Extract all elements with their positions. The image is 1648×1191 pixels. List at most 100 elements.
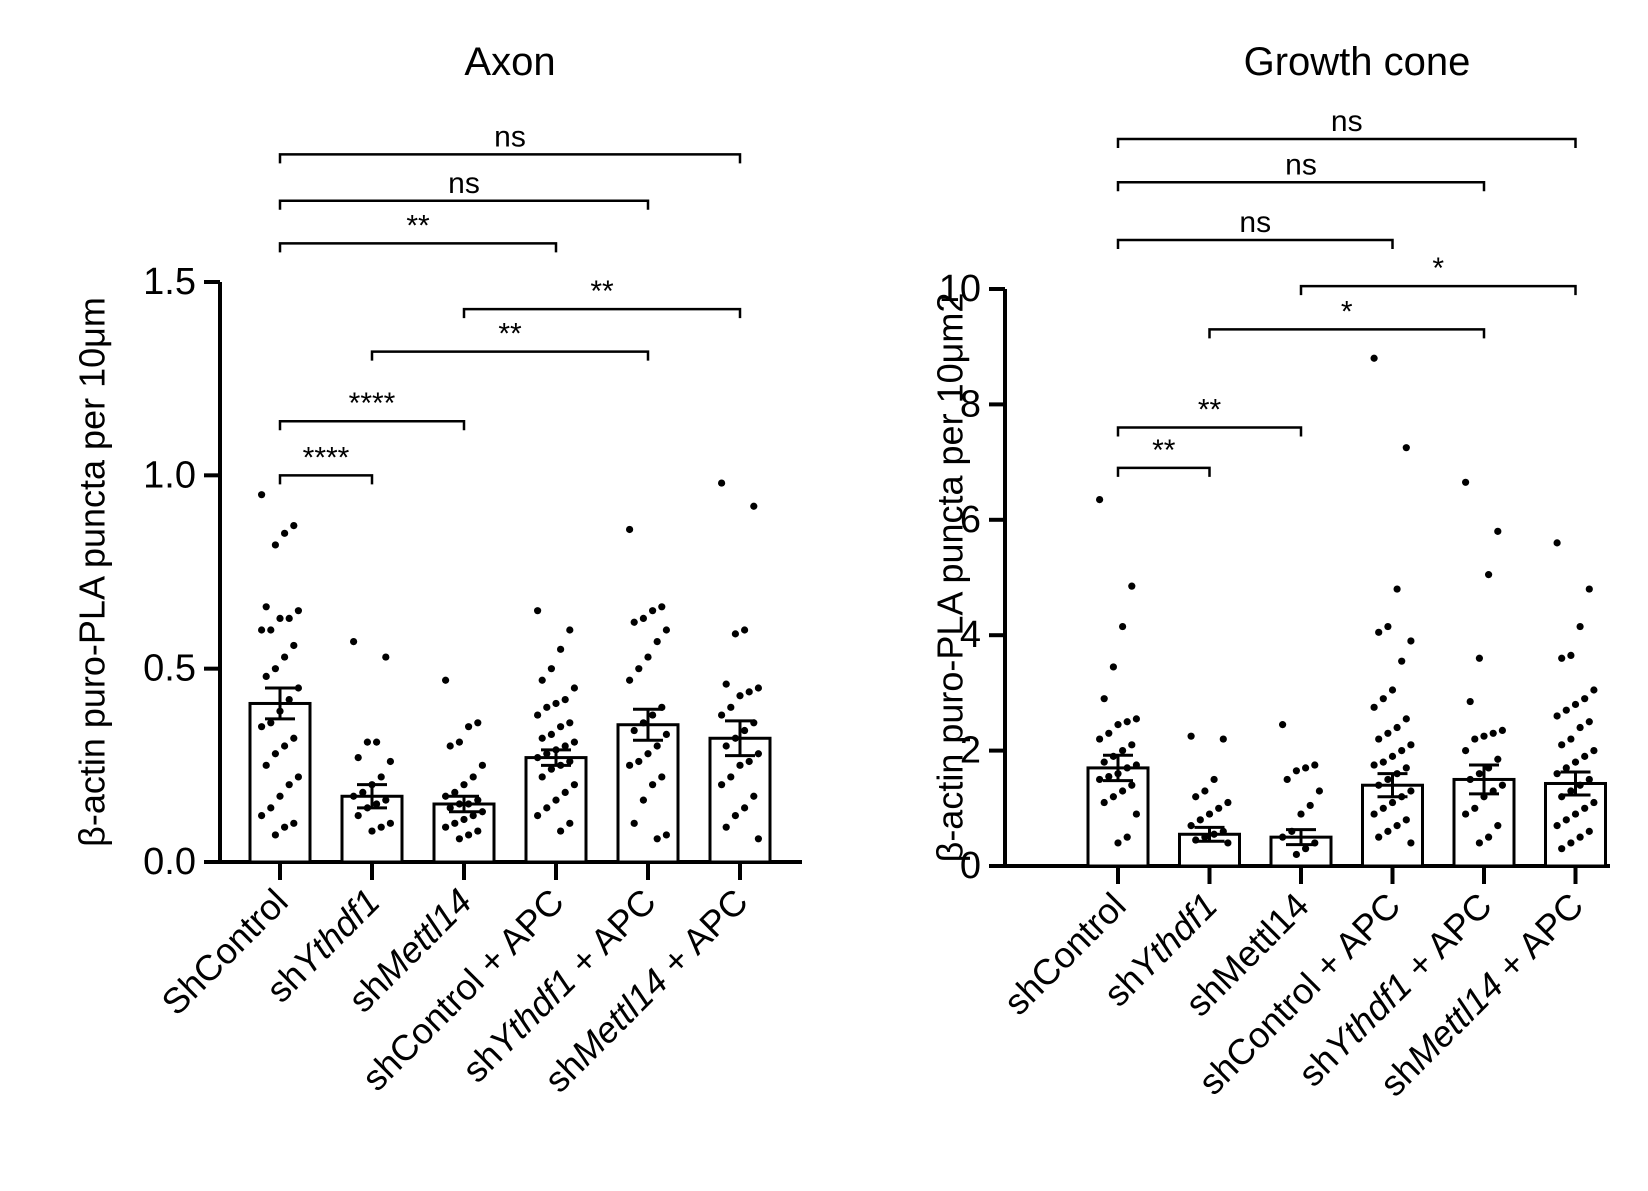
data-point bbox=[1119, 622, 1127, 631]
data-point bbox=[1292, 850, 1300, 859]
data-point bbox=[1109, 663, 1117, 671]
significance-bracket bbox=[1116, 181, 1486, 192]
data-point bbox=[382, 796, 390, 804]
data-point bbox=[570, 684, 579, 692]
data-point bbox=[662, 626, 671, 634]
data-point bbox=[566, 757, 574, 766]
data-point bbox=[1553, 822, 1561, 830]
data-point bbox=[754, 684, 763, 692]
data-point bbox=[534, 607, 542, 615]
data-point bbox=[285, 696, 293, 704]
data-point bbox=[1201, 833, 1209, 841]
data-point bbox=[1567, 787, 1575, 795]
data-point bbox=[1462, 747, 1470, 755]
data-point bbox=[722, 823, 730, 831]
bar bbox=[616, 723, 680, 864]
x-tick-label-part: + APC bbox=[647, 881, 756, 990]
data-point bbox=[653, 742, 661, 750]
data-point bbox=[294, 684, 302, 692]
chart-0: Axon β-actin puro-PLA puncta per 10μm 0.0 0… bbox=[72, 40, 802, 1100]
y-tick-label: 4 bbox=[960, 614, 981, 656]
data-point bbox=[1398, 747, 1406, 755]
data-point bbox=[534, 711, 542, 719]
data-point bbox=[557, 645, 565, 653]
data-point bbox=[1567, 839, 1575, 847]
data-point bbox=[377, 773, 385, 781]
data-point bbox=[1215, 804, 1223, 812]
data-point bbox=[354, 754, 362, 762]
data-point bbox=[1219, 735, 1227, 743]
data-point bbox=[1384, 827, 1392, 835]
data-point bbox=[1123, 718, 1131, 726]
y-axis-label: β-actin puro-PLA puncta per 10μm bbox=[72, 297, 113, 847]
data-point bbox=[1114, 839, 1122, 847]
data-point bbox=[1302, 764, 1310, 772]
data-point bbox=[1581, 752, 1589, 760]
data-point bbox=[718, 479, 726, 487]
data-point bbox=[538, 734, 546, 742]
data-point bbox=[359, 788, 367, 797]
significance-bracket bbox=[1299, 284, 1577, 296]
data-point bbox=[543, 804, 551, 812]
data-point bbox=[1210, 775, 1218, 784]
data-point bbox=[745, 688, 753, 696]
data-point bbox=[1567, 651, 1575, 659]
significance-label: ** bbox=[498, 318, 522, 351]
data-point bbox=[290, 641, 298, 650]
data-point bbox=[662, 730, 671, 739]
data-point bbox=[653, 835, 661, 843]
data-point bbox=[570, 781, 579, 789]
significance-bracket bbox=[1116, 426, 1303, 437]
data-point bbox=[736, 761, 744, 769]
data-point bbox=[1201, 787, 1209, 795]
significance-label: * bbox=[1341, 295, 1353, 328]
data-point bbox=[1402, 816, 1410, 824]
data-point bbox=[649, 711, 657, 719]
significance-bracket bbox=[1116, 466, 1211, 477]
data-point bbox=[538, 773, 546, 781]
data-point bbox=[455, 738, 463, 746]
chart-title: Growth cone bbox=[1244, 40, 1471, 84]
data-point bbox=[718, 781, 726, 789]
data-point bbox=[1187, 732, 1195, 740]
data-point bbox=[1402, 715, 1410, 723]
data-point bbox=[276, 614, 284, 623]
data-point bbox=[1375, 628, 1383, 636]
data-point bbox=[566, 819, 574, 827]
data-point bbox=[290, 734, 298, 742]
significance-bracket bbox=[1116, 238, 1394, 249]
data-point bbox=[281, 653, 289, 661]
data-point bbox=[262, 603, 270, 611]
data-point bbox=[1466, 697, 1474, 706]
data-point bbox=[1388, 752, 1397, 760]
data-point bbox=[1407, 637, 1415, 645]
data-point bbox=[290, 522, 298, 530]
data-point bbox=[557, 723, 565, 731]
data-point bbox=[741, 726, 749, 735]
data-point bbox=[745, 757, 753, 766]
data-point bbox=[543, 703, 551, 711]
data-point bbox=[1571, 700, 1580, 709]
data-point bbox=[662, 831, 671, 839]
data-point bbox=[271, 665, 279, 673]
data-point bbox=[1494, 755, 1502, 763]
data-point bbox=[455, 835, 463, 843]
data-point bbox=[538, 676, 546, 684]
data-point bbox=[1553, 539, 1561, 547]
data-point bbox=[281, 529, 289, 537]
data-point bbox=[1128, 582, 1136, 590]
data-point bbox=[1315, 787, 1323, 795]
data-point bbox=[1485, 571, 1493, 579]
data-point bbox=[1128, 781, 1136, 789]
data-point bbox=[258, 723, 266, 731]
data-point bbox=[455, 800, 463, 808]
data-point bbox=[386, 757, 394, 766]
data-point bbox=[474, 827, 482, 835]
data-point bbox=[1119, 787, 1127, 795]
chart-1: Growth cone β-actin puro-PLA puncta per 1… bbox=[930, 40, 1610, 1104]
data-point bbox=[1480, 732, 1488, 740]
data-point bbox=[1553, 770, 1561, 778]
data-point bbox=[1475, 654, 1483, 662]
data-point bbox=[1590, 798, 1598, 807]
data-point bbox=[446, 742, 454, 750]
